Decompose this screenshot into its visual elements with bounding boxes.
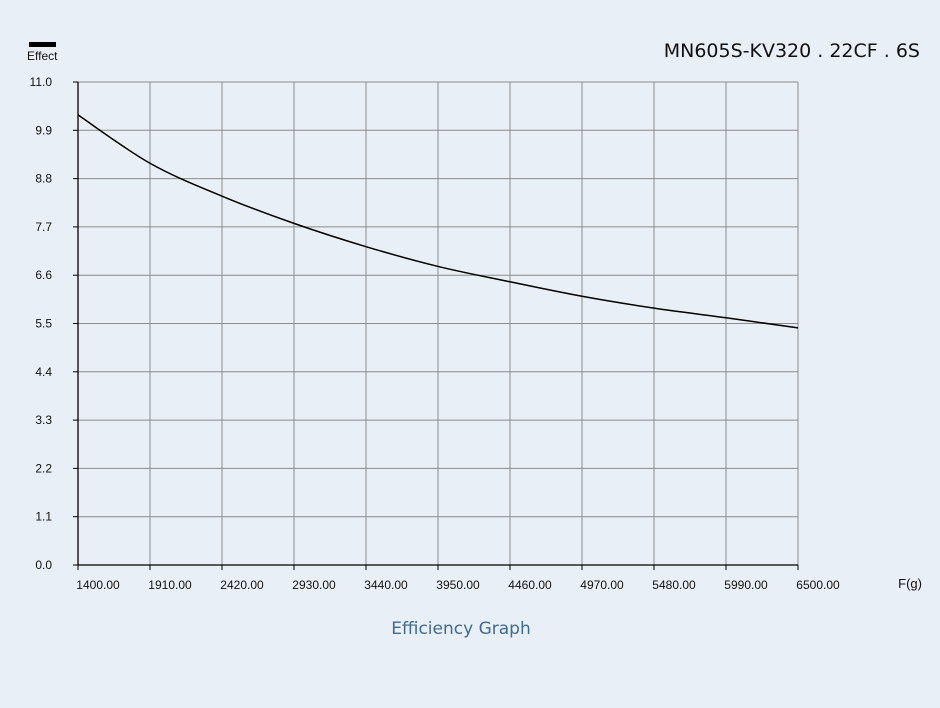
y-tick-label: 1.1 bbox=[35, 510, 52, 524]
y-tick-label: 3.3 bbox=[35, 413, 52, 427]
grid-lines bbox=[73, 81, 799, 570]
y-tick-label: 9.9 bbox=[35, 123, 52, 137]
y-tick-label: 0.0 bbox=[35, 558, 52, 572]
x-tick-label: 6500.00 bbox=[796, 578, 840, 592]
y-tick-label: 2.2 bbox=[35, 461, 52, 475]
x-tick-label: 5990.00 bbox=[724, 578, 768, 592]
x-tick-labels: 1400.00 1910.00 2420.00 2930.00 3440.00 3950.… bbox=[76, 578, 840, 592]
legend-swatch bbox=[29, 42, 56, 47]
y-tick-labels: 0.0 1.1 2.2 3.3 4.4 5.5 6.6 7.7 8.8 9.9 11.0 bbox=[30, 75, 53, 572]
y-tick-label: 4.4 bbox=[35, 365, 52, 379]
x-axis-label: F(g) bbox=[898, 576, 922, 591]
y-tick-label: 11.0 bbox=[30, 75, 53, 89]
x-tick-label: 4460.00 bbox=[508, 578, 552, 592]
legend-label: Effect bbox=[27, 49, 58, 63]
x-tick-label: 2420.00 bbox=[220, 578, 264, 592]
x-tick-label: 1910.00 bbox=[148, 578, 192, 592]
y-tick-label: 6.6 bbox=[35, 268, 52, 282]
series-line-effect bbox=[77, 114, 799, 329]
axes bbox=[77, 82, 798, 566]
y-tick-label: 7.7 bbox=[35, 220, 52, 234]
x-tick-label: 2930.00 bbox=[292, 578, 336, 592]
x-tick-label: 3440.00 bbox=[364, 578, 408, 592]
legend: Effect bbox=[27, 42, 58, 63]
chart-caption: Efficiency Graph bbox=[391, 619, 530, 639]
series bbox=[77, 114, 799, 329]
y-tick-label: 5.5 bbox=[35, 317, 52, 331]
y-tick-label: 8.8 bbox=[35, 172, 52, 186]
x-tick-label: 5480.00 bbox=[652, 578, 696, 592]
x-tick-label: 1400.00 bbox=[76, 578, 120, 592]
x-tick-label: 4970.00 bbox=[580, 578, 624, 592]
x-tick-label: 3950.00 bbox=[436, 578, 480, 592]
chart-title: MN605S-KV320 . 22CF . 6S bbox=[664, 40, 920, 62]
